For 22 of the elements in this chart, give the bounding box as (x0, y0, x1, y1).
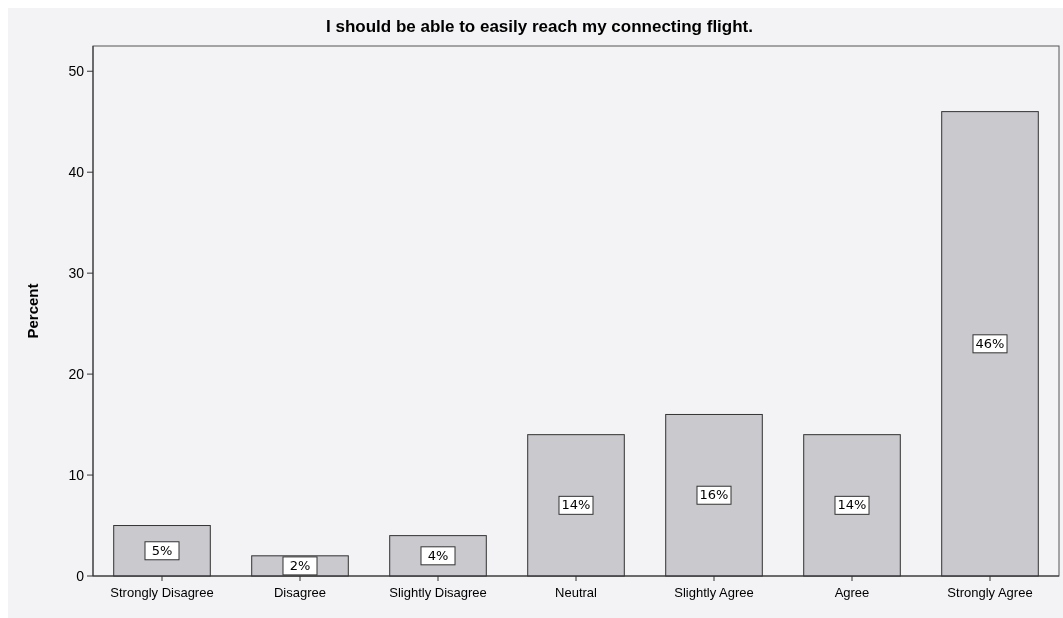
y-tick-label: 0 (76, 568, 85, 584)
y-tick-label: 30 (68, 265, 85, 282)
x-tick-label: Disagree (273, 585, 327, 600)
data-label: 46% (975, 335, 1005, 351)
y-tick-label: 20 (68, 366, 85, 383)
x-tick-label: Strongly Agree (947, 585, 1033, 600)
data-label: 5% (151, 542, 173, 558)
y-tick-label: 50 (68, 63, 85, 80)
x-tick-label: Strongly Disagree (110, 585, 214, 600)
chart-title: I should be able to easily reach my connecting flight. (326, 17, 753, 36)
x-tick-label: Slightly Agree (674, 585, 754, 600)
data-label: 14% (561, 497, 591, 513)
y-tick-label: 40 (68, 164, 85, 181)
x-tick-label: Agree (834, 585, 870, 600)
y-axis-title: Percent (24, 283, 41, 339)
data-label: 4% (427, 547, 449, 563)
x-tick-label: Neutral (555, 585, 598, 600)
data-label: 14% (837, 497, 867, 513)
y-tick-label: 10 (68, 467, 85, 484)
data-label: 2% (289, 557, 311, 573)
data-label: 16% (699, 487, 729, 503)
x-tick-label: Slightly Disagree (389, 585, 487, 600)
